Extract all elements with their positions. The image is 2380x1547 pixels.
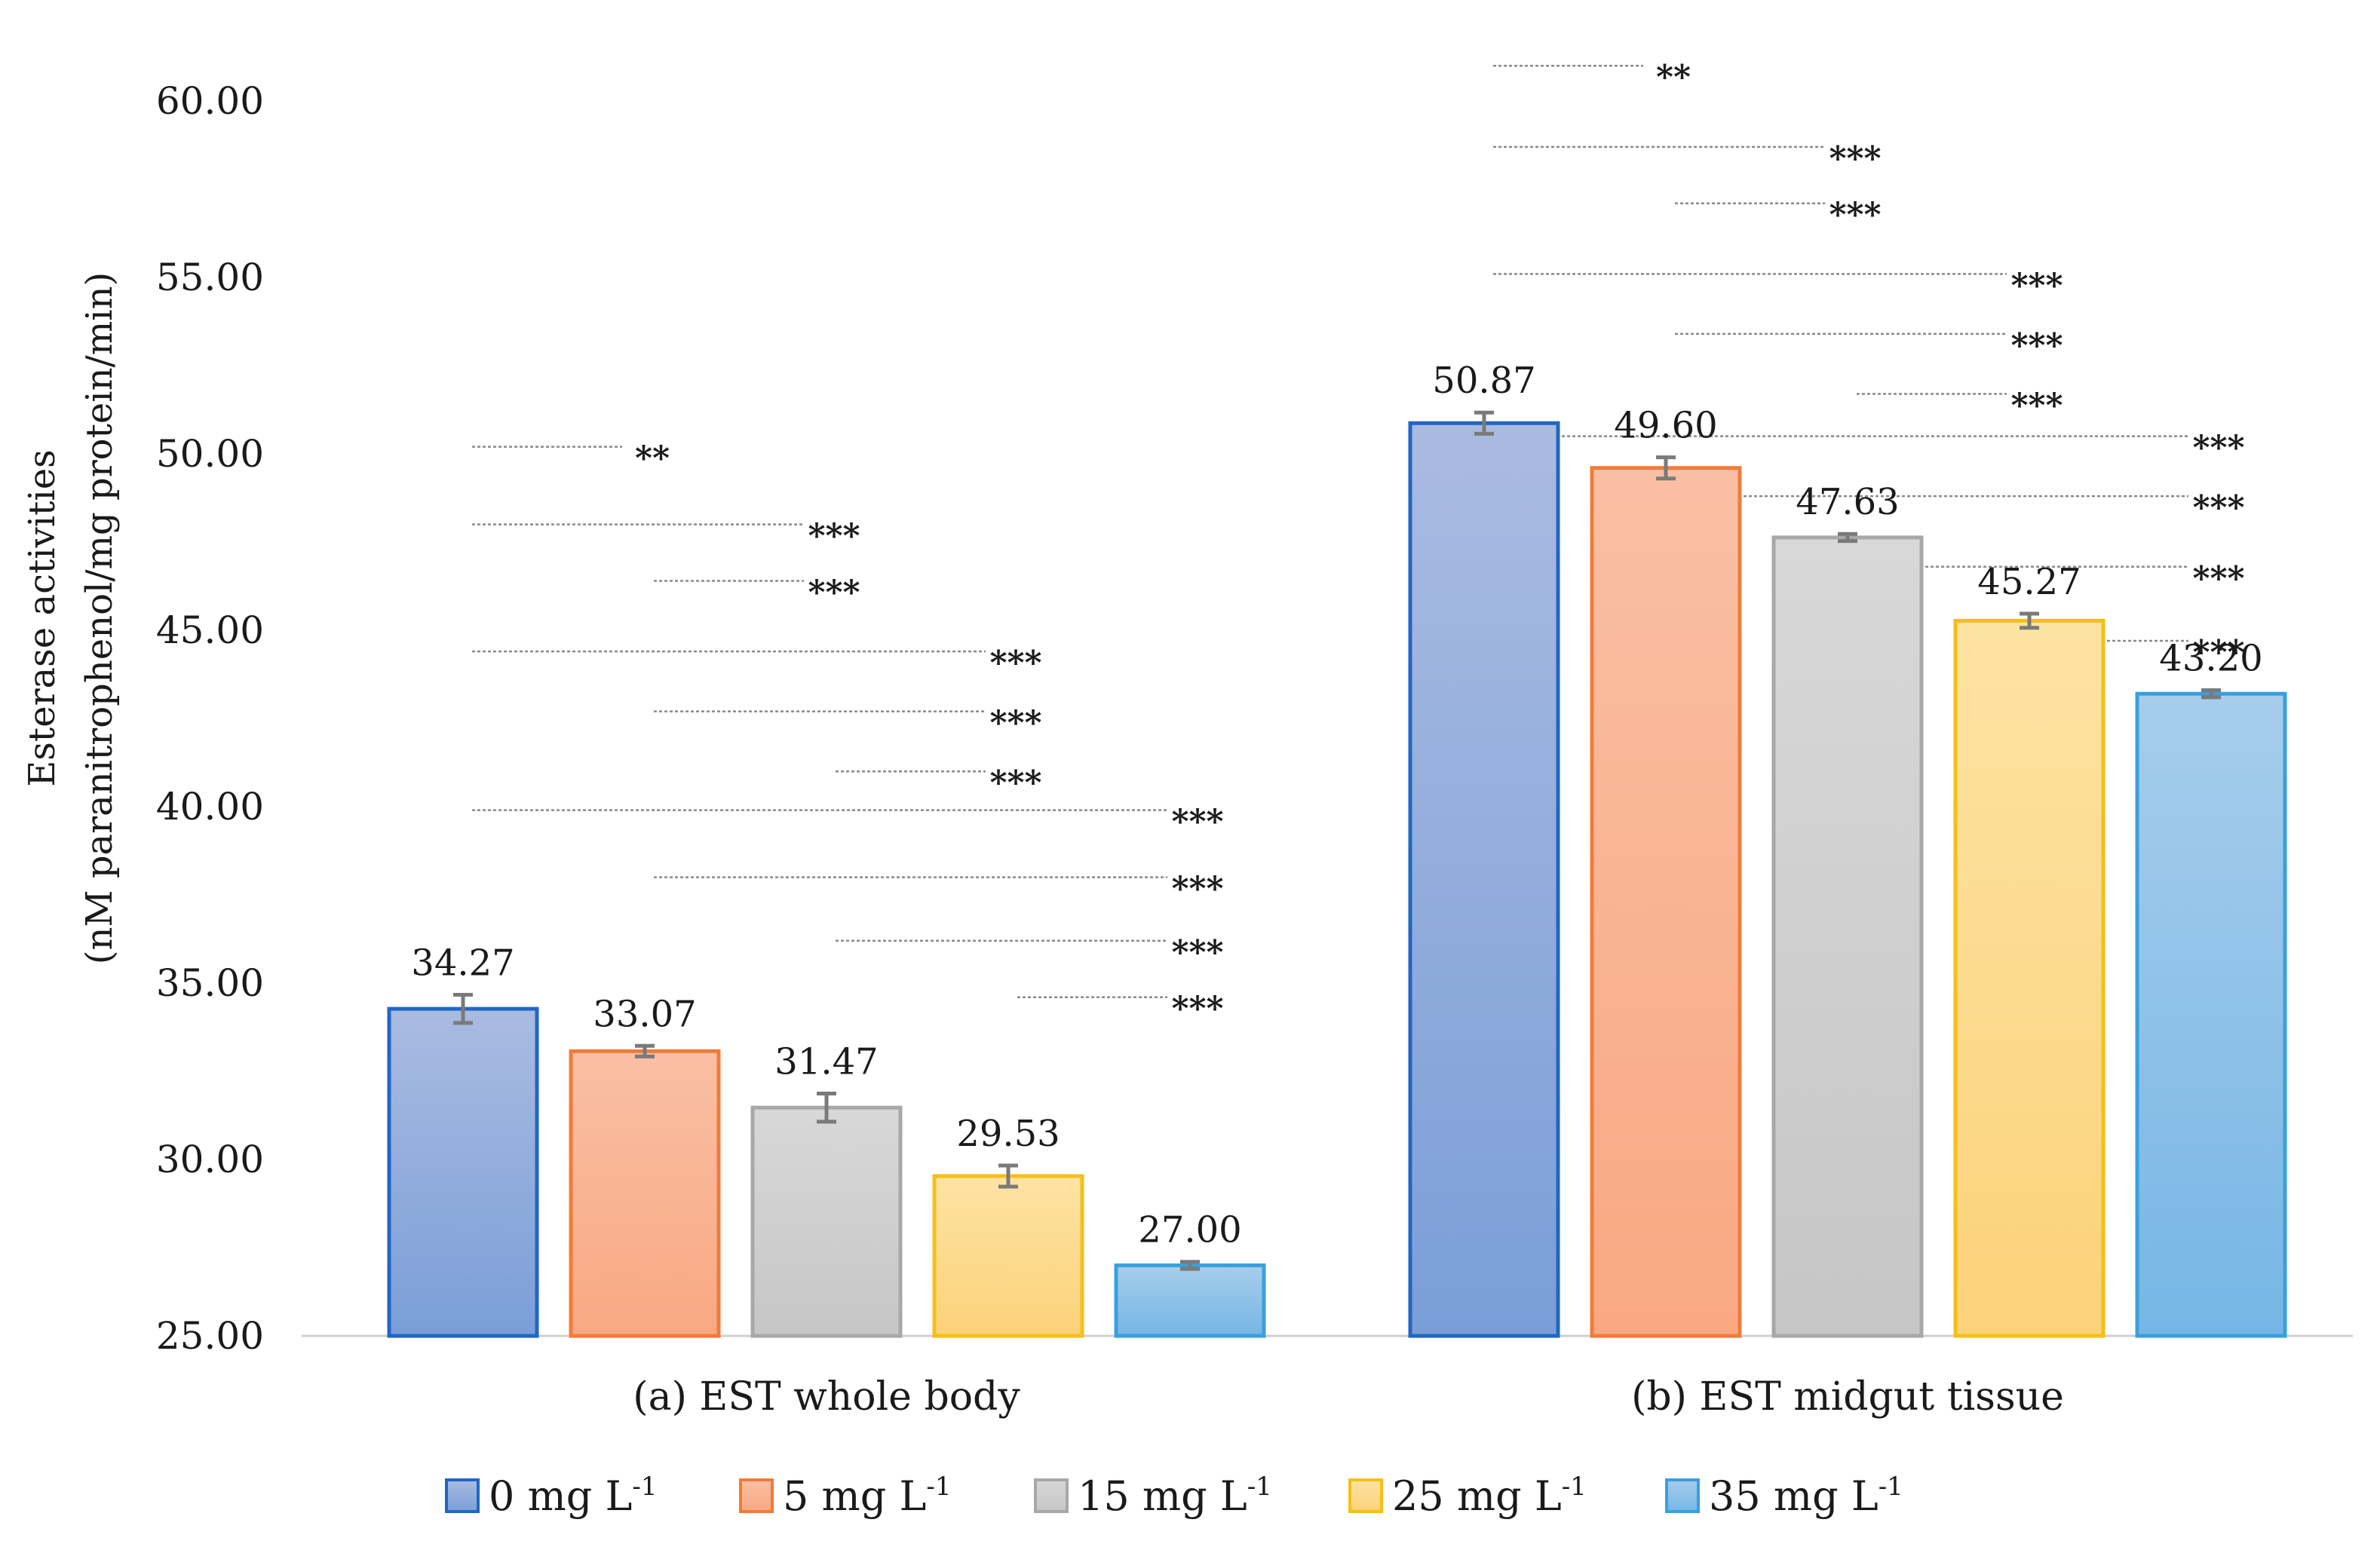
bar: [1590, 466, 1742, 1338]
legend-swatch: [739, 1478, 774, 1513]
data-label: 29.53: [956, 1113, 1060, 1155]
significance-marker: ***: [989, 644, 1041, 682]
bar: [387, 1006, 539, 1338]
legend-label: 15 mg L-1: [1078, 1472, 1272, 1520]
y-tick-label: 40.00: [156, 785, 264, 829]
significance-annotations: ****************************************…: [472, 58, 2245, 1028]
data-label: 49.60: [1614, 405, 1717, 447]
significance-marker: ***: [2010, 326, 2063, 365]
significance-marker: **: [635, 440, 670, 478]
y-tick-label: 50.00: [156, 432, 264, 476]
data-label: 27.00: [1138, 1209, 1241, 1251]
significance-marker: ***: [2010, 386, 2063, 424]
y-axis-title-line1: Esterase activities: [21, 449, 63, 787]
data-label: 43.20: [2159, 638, 2262, 680]
y-tick-label: 30.00: [156, 1138, 264, 1181]
significance-marker: ***: [1829, 139, 1881, 178]
significance-marker: **: [1656, 58, 1691, 96]
significance-marker: ***: [1171, 933, 1223, 972]
significance-marker: ***: [2192, 489, 2244, 527]
category-label: (b) EST midgut tissue: [1631, 1374, 2064, 1420]
data-label: 34.27: [411, 942, 514, 984]
bar: [1408, 421, 1560, 1338]
bar: [932, 1174, 1084, 1338]
significance-marker: ***: [2192, 559, 2244, 598]
significance-marker: ***: [2192, 633, 2244, 672]
bar: [750, 1105, 903, 1338]
legend-swatch: [445, 1478, 480, 1513]
significance-marker: ***: [989, 704, 1041, 743]
y-tick-label: 35.00: [156, 961, 264, 1005]
bar: [1771, 535, 1924, 1338]
data-label: 31.47: [774, 1040, 878, 1083]
legend: 0 mg L-1 5 mg L-1 15 mg L-1 25 mg L-1 35 mg …: [445, 1472, 1903, 1520]
legend-label: 5 mg L-1: [783, 1472, 951, 1520]
bar: [1953, 618, 2106, 1338]
legend-label: 35 mg L-1: [1709, 1472, 1903, 1520]
significance-marker: ***: [989, 764, 1041, 802]
y-axis-ticks: 25.00 30.00 35.00 40.00 45.00 50.00 55.00 60.00: [156, 79, 264, 1358]
category-label: (a) EST whole body: [633, 1374, 1020, 1420]
y-axis-title-line2: (nM paranitrophenol/mg protein/min): [78, 272, 121, 964]
legend-swatch: [1034, 1478, 1069, 1513]
y-axis-title: Esterase activities (nM paranitrophenol/…: [21, 272, 121, 964]
y-tick-label: 25.00: [156, 1314, 264, 1358]
data-label: 50.87: [1432, 360, 1535, 402]
data-label: 47.63: [1796, 481, 1899, 523]
significance-marker: ***: [1171, 870, 1223, 908]
y-tick-label: 55.00: [156, 256, 264, 299]
significance-marker: ***: [2192, 429, 2244, 467]
category-labels: (a) EST whole body (b) EST midgut tissue: [633, 1374, 2064, 1420]
significance-marker: ***: [1829, 196, 1881, 234]
legend-swatch: [1348, 1478, 1383, 1513]
bars: 34.27 33.07 31.47 29.53 27.00 50.87 49.60 47.63…: [387, 360, 2287, 1338]
y-tick-label: 60.00: [156, 79, 264, 123]
significance-marker: ***: [2010, 266, 2063, 305]
bar: [2135, 691, 2287, 1338]
data-label: 33.07: [593, 993, 696, 1035]
data-label: 45.27: [1977, 561, 2081, 603]
significance-marker: ***: [1171, 803, 1223, 841]
significance-marker: ***: [1171, 990, 1223, 1028]
bar: [1114, 1263, 1266, 1338]
legend-label: 0 mg L-1: [489, 1472, 657, 1520]
y-tick-label: 45.00: [156, 608, 264, 652]
legend-swatch: [1665, 1478, 1700, 1513]
significance-marker: ***: [808, 517, 860, 556]
bar: [569, 1049, 721, 1338]
legend-label: 25 mg L-1: [1392, 1472, 1587, 1520]
significance-marker: ***: [808, 573, 860, 611]
